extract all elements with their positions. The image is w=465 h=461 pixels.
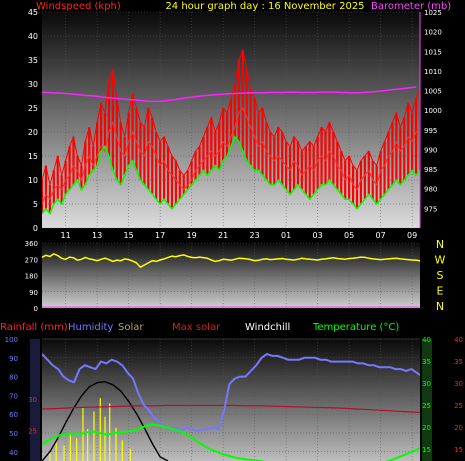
right-y-tick: 35	[454, 358, 463, 366]
temp-y-tick: 25	[422, 402, 431, 410]
temp-y-tick: 20	[422, 424, 431, 432]
baro-y-tick: 1000	[424, 107, 442, 115]
right-y-tick: 20	[454, 424, 463, 432]
compass-label: S	[437, 269, 444, 282]
direction-series	[42, 252, 420, 308]
temp-y-tick: 40	[422, 336, 431, 344]
gust-line	[42, 48, 420, 185]
wind-x-tick: 01	[281, 231, 291, 240]
rainfall-legend: Rainfall (mm)	[0, 322, 68, 333]
dir-y-tick: 270	[25, 256, 38, 264]
humidity-y-tick: 50	[9, 430, 18, 438]
wind-x-tick: 21	[218, 231, 228, 240]
baro-y-tick: 1005	[424, 88, 442, 96]
temp-series	[42, 352, 420, 461]
baro-y-tick: 1025	[424, 9, 442, 17]
solar-legend: Solar	[118, 322, 144, 333]
baro-y-tick: 995	[424, 127, 437, 135]
wind-x-tick: 15	[124, 231, 134, 240]
temp-axes: 40 50 60 70 80 90 100 25 30 15 15 20 20 25 25 30 30 35 35 4…	[5, 336, 463, 457]
wind-avg-line	[42, 135, 420, 216]
wind-line	[42, 107, 420, 205]
wind-y-tick: 30	[28, 80, 38, 89]
temp-panel-bg	[42, 339, 420, 461]
right-y-tick: 40	[454, 336, 463, 344]
temp-y-tick: 35	[422, 358, 431, 366]
baro-y-tick: 1010	[424, 68, 442, 76]
temp-y-tick: 15	[422, 446, 431, 454]
barometer-line	[42, 86, 417, 103]
wind-x-tick: 09	[407, 231, 417, 240]
temp-y-tick: 30	[422, 380, 431, 388]
wind-direction-line	[42, 252, 420, 269]
wind-x-tick: 05	[344, 231, 354, 240]
wind-y-tick: 35	[28, 56, 38, 65]
wind-x-tick: 23	[250, 231, 260, 240]
wind-y-tick: 40	[28, 32, 38, 41]
temperature-legend: Temperature (°C)	[312, 322, 399, 333]
windspeed-axis-label: Windspeed (kph)	[36, 1, 121, 12]
temperature-line	[42, 423, 420, 461]
wind-y-tick: 10	[28, 176, 38, 185]
temp-panel-legend: Rainfall (mm) Humidity Solar Max solar W…	[0, 322, 399, 333]
barometer-axis-label: Barometer (mb)	[371, 1, 451, 12]
wind-y-tick: 25	[28, 104, 38, 113]
direction-grid	[42, 242, 420, 309]
right-y-tick: 25	[454, 402, 463, 410]
max-solar-legend: Max solar	[172, 322, 221, 333]
compass-label: N	[436, 238, 444, 251]
dir-y-tick: 0	[34, 305, 38, 313]
wind-x-tick: 07	[376, 231, 386, 240]
compass-label: W	[435, 254, 446, 267]
dir-y-tick: 180	[25, 273, 38, 281]
graph-date-title: 24 hour graph day : 16 November 2025	[165, 1, 364, 12]
wind-axes: 0510152025303540459759809859909951000100…	[28, 8, 442, 240]
humidity-y-tick: 70	[9, 392, 18, 400]
baro-y-tick: 990	[424, 146, 437, 154]
wind-y-tick: 45	[28, 8, 38, 17]
compass-label: E	[437, 285, 444, 298]
windchill-line	[42, 404, 420, 414]
wind-x-tick: 19	[187, 231, 197, 240]
dir-y-tick: 90	[29, 289, 38, 297]
humidity-legend: Humidity	[68, 322, 113, 333]
wind-panel-header: Windspeed (kph) 24 hour graph day : 16 N…	[36, 1, 451, 12]
humidity-y-tick: 40	[9, 449, 18, 457]
baro-y-tick: 1020	[424, 29, 442, 37]
rain-y-tick: 30	[28, 396, 37, 404]
wind-x-tick: 13	[92, 231, 102, 240]
right-y-tick: 30	[454, 380, 463, 388]
wind-x-tick: 17	[155, 231, 165, 240]
windchill-legend: Windchill	[245, 322, 290, 333]
wind-y-tick: 20	[28, 128, 38, 137]
baro-y-tick: 985	[424, 166, 437, 174]
compass-label: N	[436, 300, 444, 313]
humidity-y-tick: 80	[9, 374, 18, 382]
humidity-line	[42, 352, 420, 433]
temp-axis-bar	[422, 339, 432, 461]
wind-x-tick: 11	[61, 231, 71, 240]
wind-y-tick: 0	[33, 224, 38, 233]
humidity-y-tick: 90	[9, 355, 18, 363]
rain-y-tick: 25	[28, 428, 37, 436]
humidity-axis-bar	[30, 339, 40, 461]
baro-y-tick: 975	[424, 205, 437, 213]
humidity-y-tick: 100	[5, 336, 18, 344]
humidity-y-tick: 60	[9, 411, 18, 419]
baro-y-tick: 1015	[424, 48, 442, 56]
wind-y-tick: 5	[33, 200, 38, 209]
wind-series	[42, 48, 420, 216]
wind-y-tick: 15	[28, 152, 38, 161]
wind-x-tick: 03	[313, 231, 323, 240]
right-y-tick: 15	[454, 446, 463, 454]
dir-y-tick: 360	[25, 240, 38, 248]
baro-y-tick: 980	[424, 186, 437, 194]
max-solar-line	[42, 380, 169, 461]
